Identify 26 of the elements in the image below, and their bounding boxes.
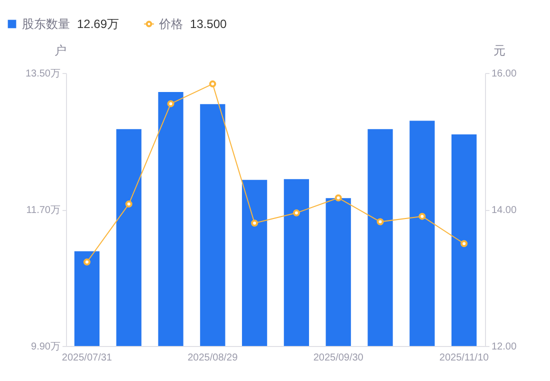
text: 13.500 — [190, 17, 228, 31]
point — [460, 240, 468, 248]
y-axis-title: 户 — [54, 44, 66, 58]
y2-axis-title: 元 — [494, 44, 506, 58]
x-tick-label: 2025/07/31 — [62, 352, 112, 364]
y2-tick-label: 14.00 — [492, 205, 517, 216]
point — [167, 100, 174, 108]
point — [292, 209, 300, 216]
x-tick-label: 2025/08/29 — [188, 352, 238, 364]
legend-label: 价格 — [158, 17, 183, 31]
point — [418, 212, 426, 220]
point — [209, 80, 216, 88]
y-tick-label: 11.70万 — [26, 205, 60, 216]
y2-tick-label: 12.00 — [492, 342, 517, 352]
x-tick-label: 2025/11/10 — [439, 352, 490, 364]
y-tick-label: 13.50万 — [25, 68, 60, 80]
point — [376, 218, 384, 226]
legend-label: 股东数量 — [22, 17, 70, 31]
y2-tick-label: 16.00 — [492, 68, 517, 80]
point — [334, 194, 342, 202]
point — [125, 200, 132, 208]
x-tick-label: 2025/09/30 — [313, 352, 364, 364]
text: 12.69万 — [77, 17, 120, 31]
point — [83, 258, 90, 266]
point — [251, 220, 258, 227]
y-tick-label: 9.90万 — [31, 342, 60, 352]
